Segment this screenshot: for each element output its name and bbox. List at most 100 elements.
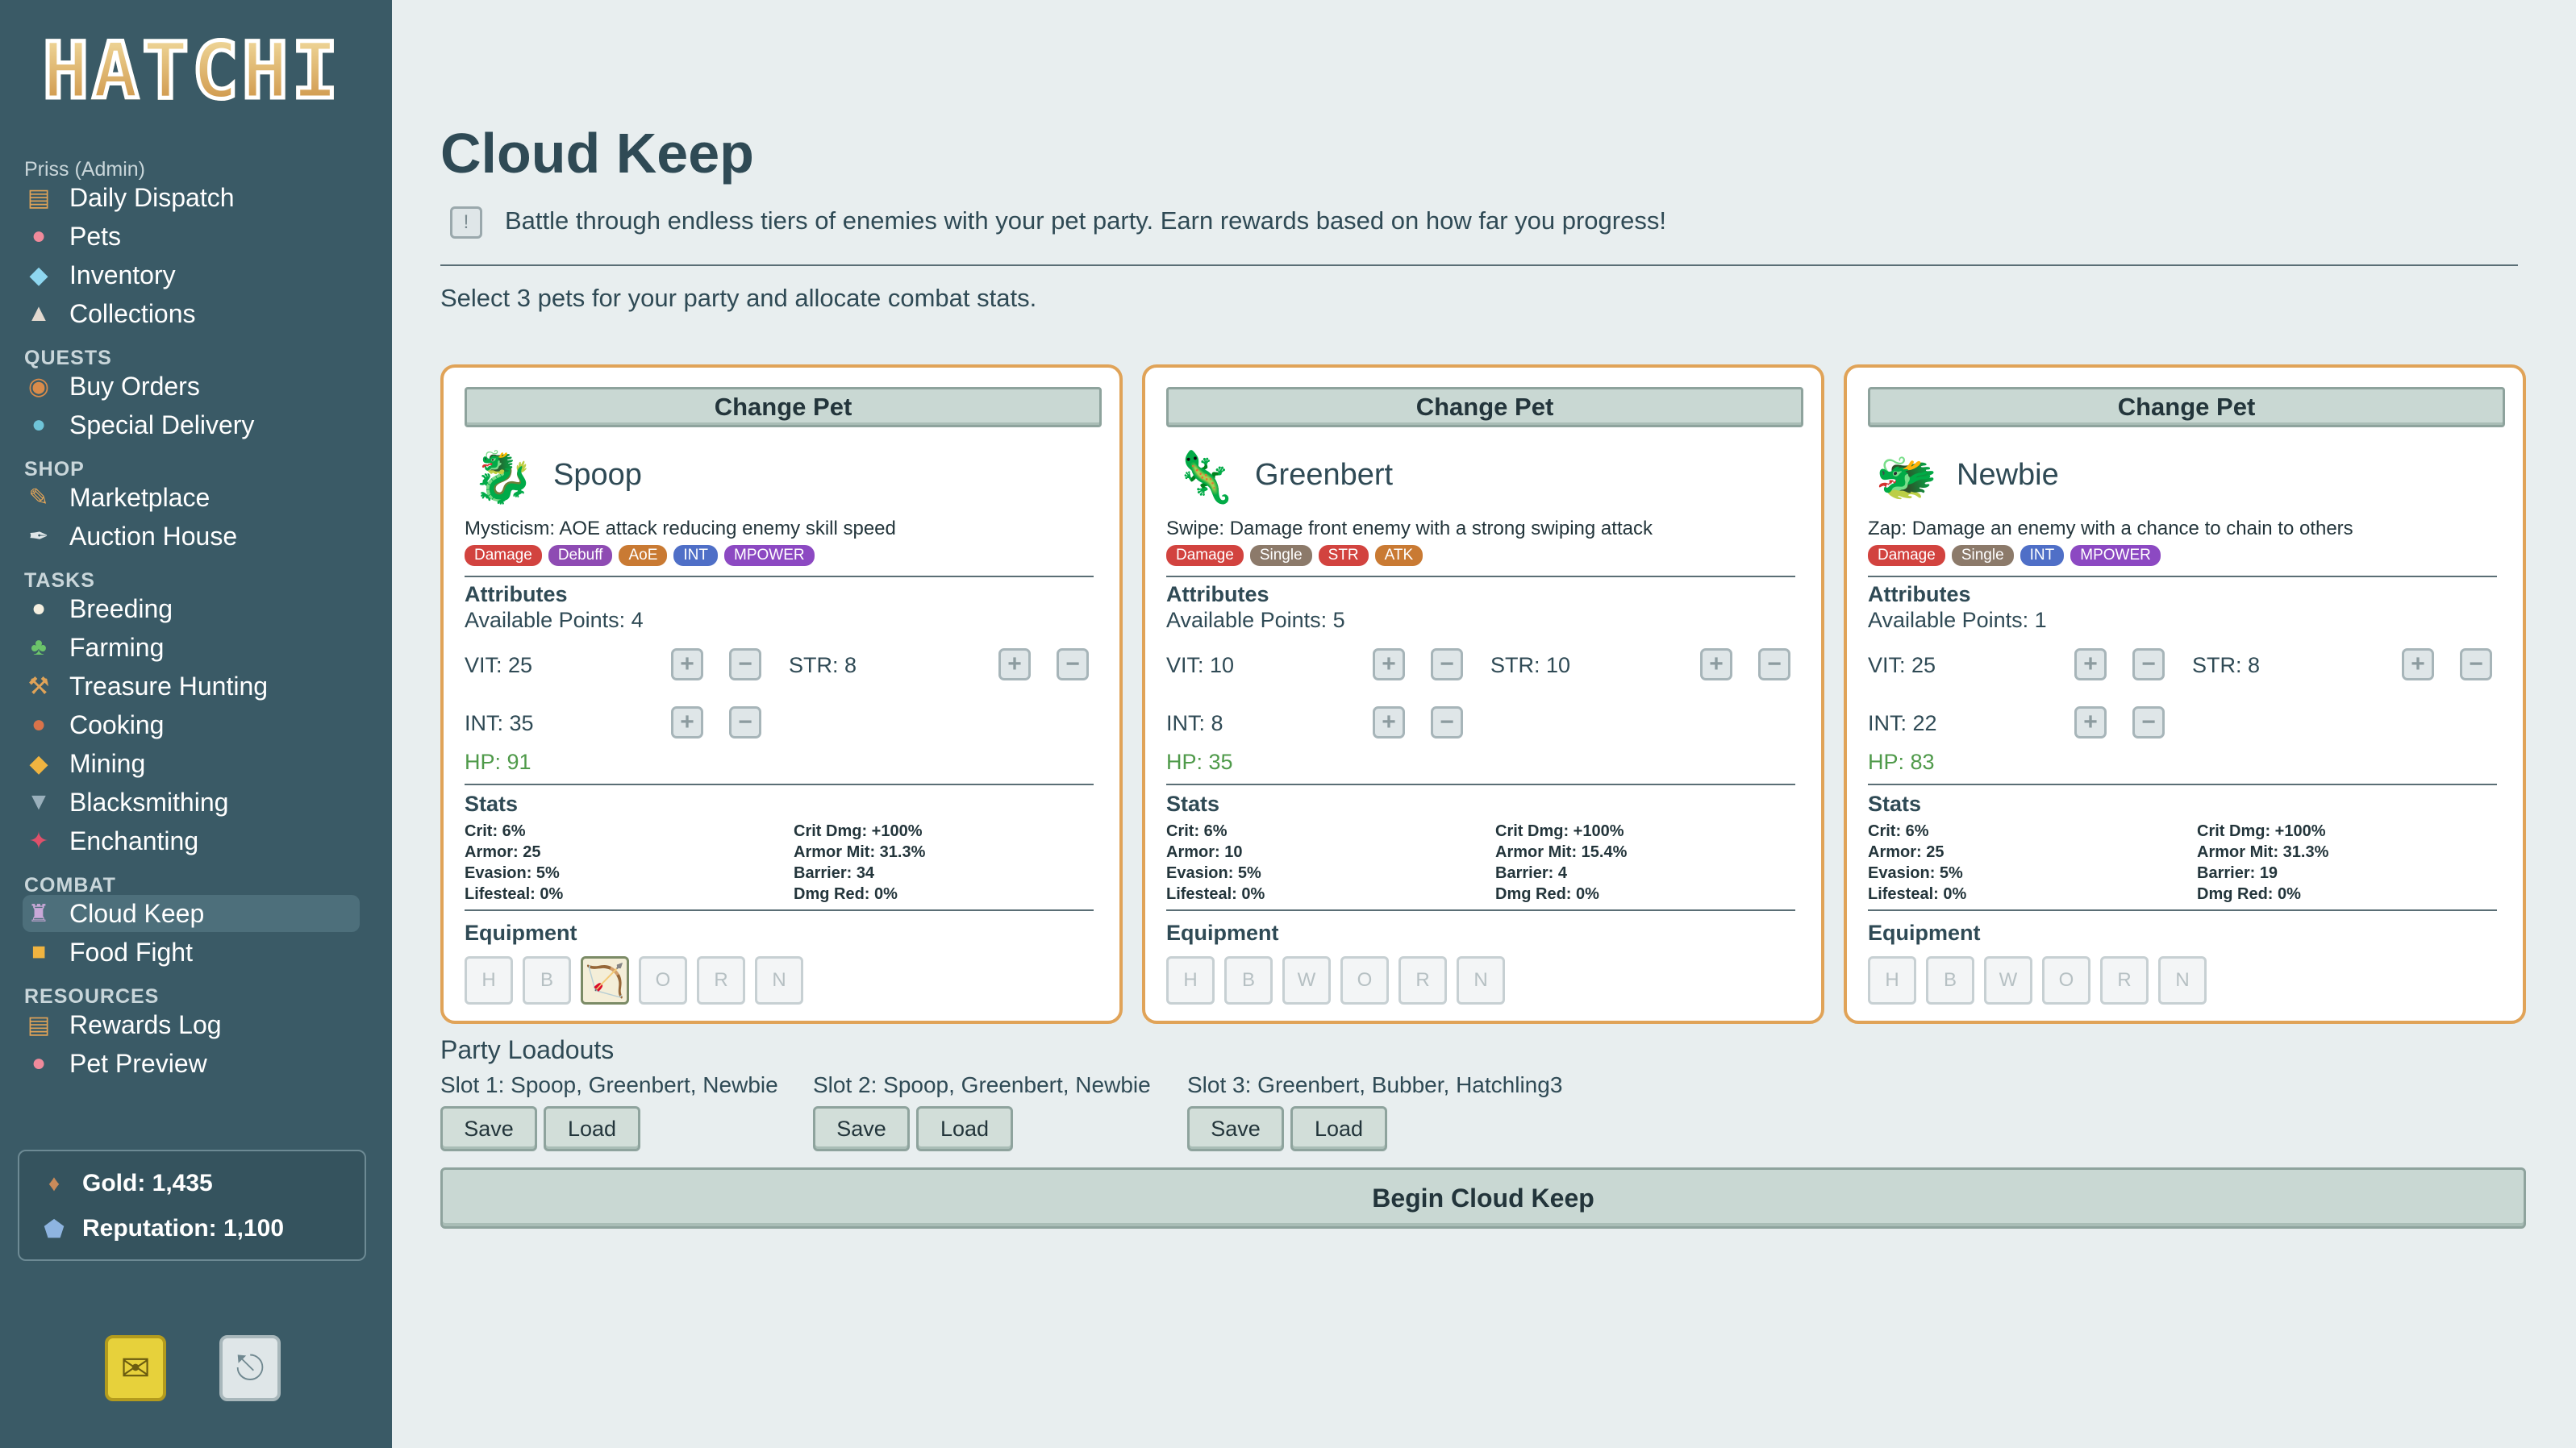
gem-icon: ◆ [29,261,48,289]
int-plus-button[interactable]: + [1373,706,1405,739]
collection-icon: ▲ [27,300,51,327]
nav-pet-preview[interactable]: ● Pet Preview [23,1045,360,1082]
equip-slot-offhand[interactable]: O [639,956,687,1005]
preview-icon: ● [31,1050,47,1076]
vit-plus-button[interactable]: + [1373,648,1405,680]
page-description: Battle through endless tiers of enemies … [505,206,1666,235]
str-plus-button[interactable]: + [2402,648,2434,680]
nav-label: Breeding [69,593,173,623]
equip-slot-head[interactable]: H [1868,956,1916,1005]
equip-slot-weapon[interactable]: W [1282,956,1331,1005]
loadout-2-load-button[interactable]: Load [916,1106,1013,1151]
logout-button[interactable]: ⎋ [219,1335,281,1401]
nav-label: Inventory [69,260,176,289]
vit-minus-button[interactable]: − [2132,648,2165,680]
equip-slot-necklace[interactable]: N [2158,956,2207,1005]
nav-daily-dispatch[interactable]: ▤ Daily Dispatch [23,179,360,216]
skill-tags: Damage Single INT MPOWER [1868,545,2161,566]
equip-slot-offhand[interactable]: O [2042,956,2090,1005]
loadout-3-load-button[interactable]: Load [1290,1106,1387,1151]
loadout-2-save-button[interactable]: Save [813,1106,910,1151]
equip-slot-ring[interactable]: R [697,956,745,1005]
int-value: INT: 35 [465,711,534,735]
begin-cloud-keep-button[interactable]: Begin Cloud Keep [440,1167,2526,1229]
loadout-3-save-button[interactable]: Save [1187,1106,1284,1151]
hp-value: HP: 91 [465,750,531,774]
stat-dmg-red: Dmg Red: 0% [2197,885,2301,903]
mail-button[interactable]: ✉ [105,1335,166,1401]
nav-auction-house[interactable]: ✒ Auction House [23,518,360,555]
nav-label: Rewards Log [69,1009,222,1039]
str-plus-button[interactable]: + [998,648,1031,680]
stat-crit-dmg: Crit Dmg: +100% [2197,822,2326,840]
nav-cooking[interactable]: ● Cooking [23,706,360,743]
equip-slot-ring[interactable]: R [2100,956,2149,1005]
change-pet-button[interactable]: Change Pet [1166,387,1803,427]
nav-special-delivery[interactable]: ● Special Delivery [23,406,360,443]
stat-barrier: Barrier: 19 [2197,864,2278,882]
divider [465,909,1094,911]
int-value: INT: 22 [1868,711,1937,735]
equip-slot-necklace[interactable]: N [755,956,803,1005]
change-pet-button[interactable]: Change Pet [465,387,1102,427]
stat-crit-dmg: Crit Dmg: +100% [794,822,923,840]
loadout-1-load-button[interactable]: Load [544,1106,640,1151]
sidebar: HATCHI Priss (Admin) ▤ Daily Dispatch ● Pe… [0,0,392,1448]
vit-plus-button[interactable]: + [2074,648,2107,680]
equipment-heading: Equipment [1868,921,1981,945]
int-minus-button[interactable]: − [729,706,761,739]
hatchi-logo[interactable]: HATCHI [40,24,340,119]
equip-slot-weapon[interactable]: 🏹 [581,956,629,1005]
change-pet-button[interactable]: Change Pet [1868,387,2505,427]
nav-label: Treasure Hunting [69,671,269,701]
int-plus-button[interactable]: + [671,706,703,739]
nav-food-fight[interactable]: ■ Food Fight [23,934,360,971]
equip-slot-head[interactable]: H [465,956,513,1005]
int-plus-button[interactable]: + [2074,706,2107,739]
food-icon: ■ [31,938,47,965]
str-minus-button[interactable]: − [2460,648,2492,680]
skill-tags: Damage Debuff AoE INT MPOWER [465,545,815,566]
nav-farming[interactable]: ♣ Farming [23,629,360,666]
str-plus-button[interactable]: + [1700,648,1732,680]
stat-armor: Armor: 25 [465,843,541,861]
int-minus-button[interactable]: − [1431,706,1463,739]
nav-marketplace[interactable]: ✎ Marketplace [23,479,360,516]
equip-slot-head[interactable]: H [1166,956,1215,1005]
nav-treasure-hunting[interactable]: ⚒ Treasure Hunting [23,668,360,705]
tag: Debuff [548,545,613,566]
nav-pets[interactable]: ● Pets [23,218,360,255]
equip-slot-offhand[interactable]: O [1340,956,1389,1005]
str-minus-button[interactable]: − [1758,648,1790,680]
nav-mining[interactable]: ◆ Mining [23,745,360,782]
pet-name: Newbie [1957,458,2059,492]
equip-slot-body[interactable]: B [523,956,571,1005]
vit-minus-button[interactable]: − [1431,648,1463,680]
nav-label: Collections [69,298,196,328]
stat-lifesteal: Lifesteal: 0% [1868,885,1967,903]
tag: STR [1318,545,1369,566]
nav-buy-orders[interactable]: ◉ Buy Orders [23,368,360,405]
page-title: Cloud Keep [440,122,754,185]
nav-cloud-keep[interactable]: ♜ Cloud Keep [23,895,360,932]
tag: Damage [1166,545,1244,566]
nav-blacksmithing[interactable]: ▼ Blacksmithing [23,784,360,821]
paw-icon: ● [31,223,47,249]
equip-slot-ring[interactable]: R [1398,956,1447,1005]
equip-slot-necklace[interactable]: N [1457,956,1505,1005]
nav-collections[interactable]: ▲ Collections [23,295,360,332]
vit-value: VIT: 10 [1166,653,1235,677]
str-minus-button[interactable]: − [1057,648,1089,680]
int-minus-button[interactable]: − [2132,706,2165,739]
vit-minus-button[interactable]: − [729,648,761,680]
equip-slot-weapon[interactable]: W [1984,956,2032,1005]
loadout-slot-1-label: Slot 1: Spoop, Greenbert, Newbie [440,1072,778,1097]
nav-inventory[interactable]: ◆ Inventory [23,256,360,293]
loadout-1-save-button[interactable]: Save [440,1106,537,1151]
vit-plus-button[interactable]: + [671,648,703,680]
equip-slot-body[interactable]: B [1224,956,1273,1005]
nav-enchanting[interactable]: ✦ Enchanting [23,822,360,859]
nav-rewards-log[interactable]: ▤ Rewards Log [23,1006,360,1043]
equip-slot-body[interactable]: B [1926,956,1974,1005]
nav-breeding[interactable]: ● Breeding [23,590,360,627]
